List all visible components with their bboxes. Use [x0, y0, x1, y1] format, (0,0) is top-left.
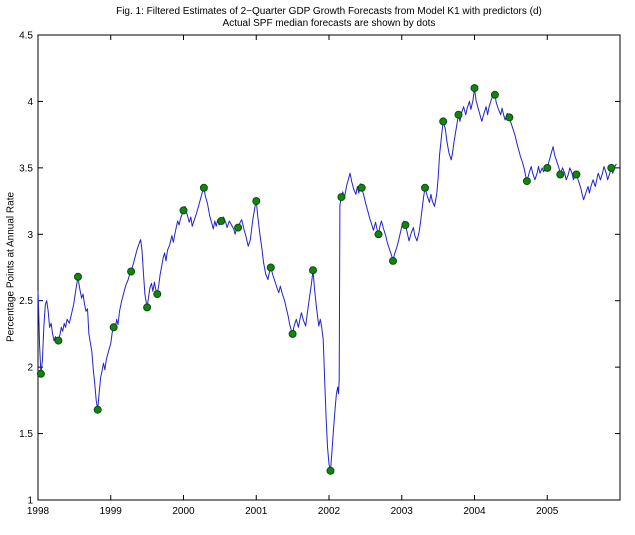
spf-dot: [543, 163, 552, 172]
y-tick-label: 4.5: [19, 31, 33, 42]
y-tick-label: 1.5: [19, 429, 33, 440]
spf-dot: [234, 223, 243, 232]
y-tick-label: 3.5: [19, 163, 33, 174]
spf-dot: [266, 263, 275, 272]
spf-dot: [127, 267, 136, 276]
y-tick-label: 2.5: [19, 296, 33, 307]
spf-dot: [454, 110, 463, 119]
x-tick-label: 1999: [100, 506, 123, 517]
spf-dot: [522, 177, 531, 186]
spf-dot: [326, 466, 335, 475]
spf-dot: [421, 183, 429, 192]
spf-dot: [153, 290, 162, 299]
x-tick-label: 2002: [318, 506, 341, 517]
spf-dot: [36, 369, 45, 378]
y-tick-label: 4: [27, 97, 33, 108]
spf-dot: [389, 256, 397, 265]
chart-subtitle: Actual SPF median forecasts are shown by…: [222, 18, 436, 29]
series-filtered-estimate: [37, 87, 617, 472]
x-tick-label: 1998: [27, 506, 50, 517]
chart-title: Fig. 1: Filtered Estimates of 2−Quarter …: [116, 6, 542, 17]
spf-dot: [109, 323, 118, 332]
spf-dot: [288, 329, 297, 338]
spf-dot: [374, 230, 383, 239]
y-tick-label: 2: [27, 363, 33, 374]
spf-dot: [470, 84, 479, 93]
y-tick-label: 1: [27, 496, 33, 507]
x-tick-label: 2004: [463, 506, 486, 517]
spf-dot: [309, 266, 317, 275]
x-tick-label: 2005: [536, 506, 559, 517]
spf-dot: [217, 217, 226, 225]
x-tick-label: 2001: [245, 506, 268, 517]
spf-dot: [54, 336, 63, 345]
spf-dot: [505, 113, 514, 122]
spf-dot: [490, 90, 499, 99]
spf-dot: [93, 405, 102, 414]
spf-dot: [572, 170, 581, 179]
x-tick-label: 2003: [391, 506, 414, 517]
spf-dot: [74, 272, 82, 281]
spf-dot: [556, 170, 565, 179]
figure-titles: Fig. 1: Filtered Estimates of 2−Quarter …: [38, 6, 620, 30]
spf-dot: [337, 193, 346, 202]
spf-dot: [199, 183, 208, 192]
plot-box: [37, 34, 621, 501]
spf-dot: [607, 163, 616, 172]
spf-dot: [179, 206, 188, 215]
spf-dot: [439, 117, 448, 126]
y-tick-label: 3: [27, 230, 33, 241]
spf-dot: [143, 303, 152, 312]
spf-dot: [252, 197, 261, 206]
x-tick-label: 2000: [172, 506, 195, 517]
spf-dot: [357, 183, 366, 192]
spf-dot: [401, 221, 410, 229]
